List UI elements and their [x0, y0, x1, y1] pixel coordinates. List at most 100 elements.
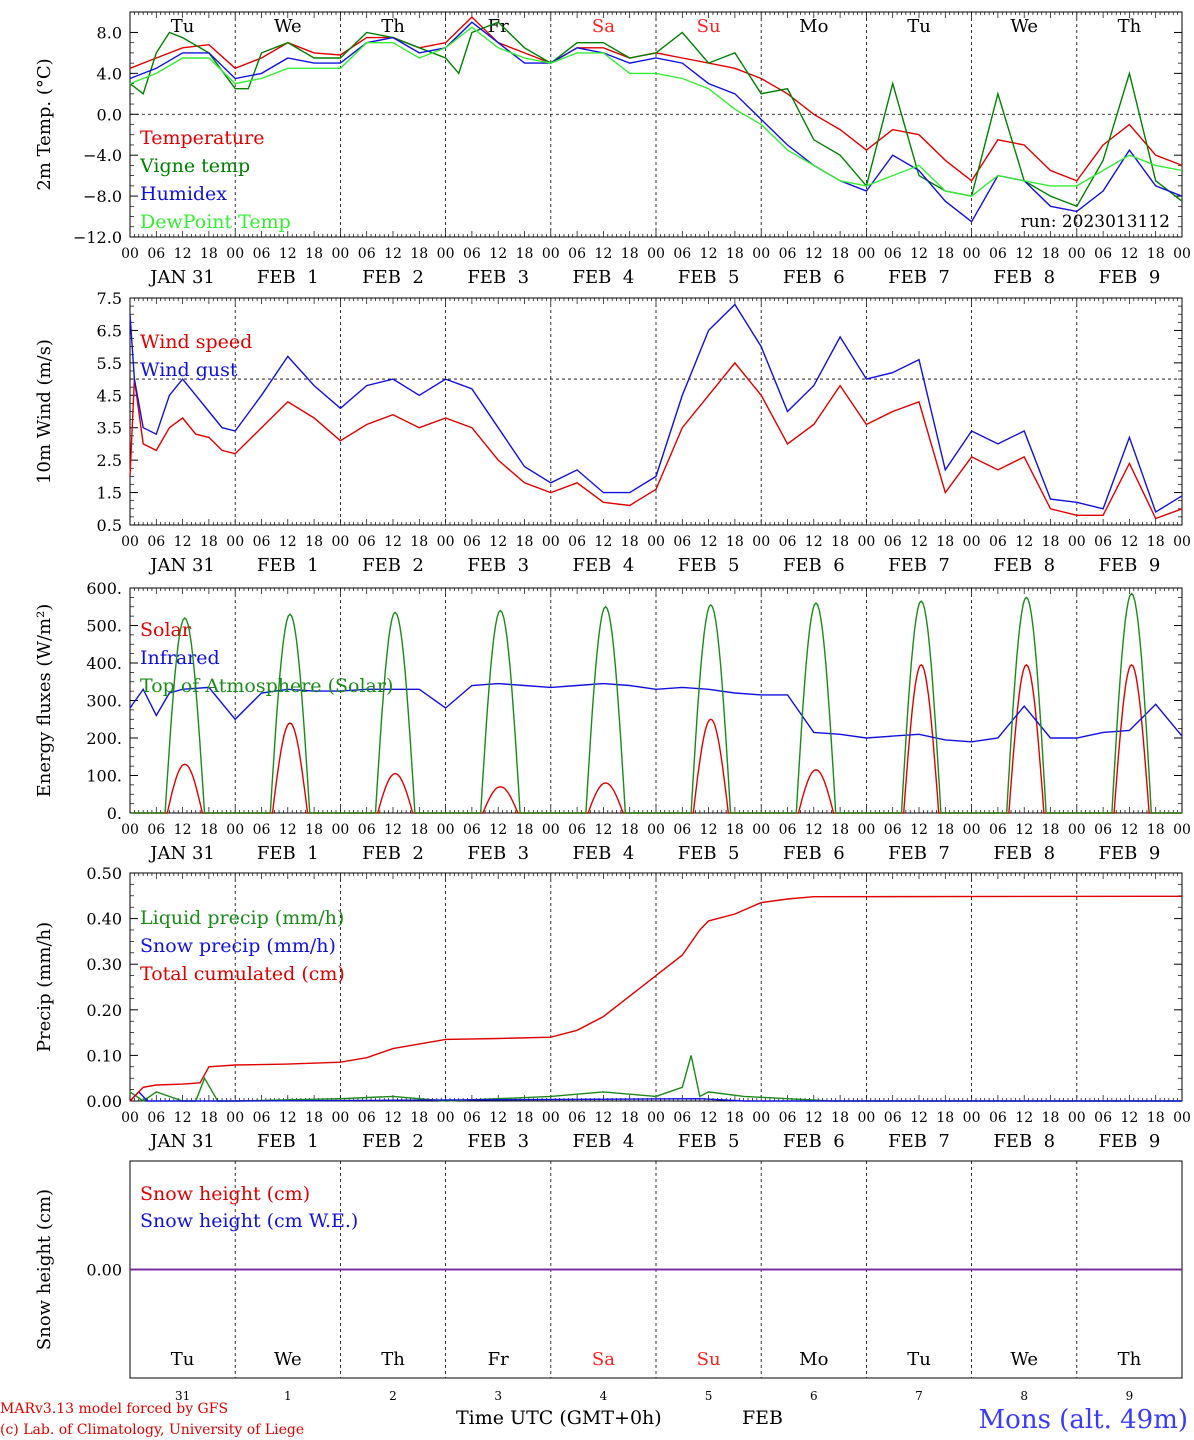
- hour-label: 06: [358, 1110, 376, 1126]
- series-line: [129, 895, 1183, 1102]
- hour-label: 00: [857, 1110, 875, 1126]
- date-label: FEB 7: [888, 267, 950, 288]
- hour-label: 12: [489, 1110, 507, 1126]
- hour-label: 00: [542, 534, 560, 550]
- date-label: FEB 9: [1099, 843, 1161, 864]
- date-label: FEB 4: [573, 1131, 635, 1152]
- hour-label: 18: [621, 534, 639, 550]
- day-number: 8: [1020, 1389, 1028, 1403]
- hour-label: 06: [884, 534, 902, 550]
- legend-entry: Total cumulated (cm): [140, 963, 345, 985]
- run-label: run: 2023013112: [1021, 212, 1170, 232]
- hour-label: 06: [147, 1110, 165, 1126]
- hour-label: 00: [1173, 246, 1191, 262]
- y-axis-label: 2m Temp. (°C): [34, 58, 55, 190]
- legend-entry: Snow height (cm W.E.): [140, 1210, 358, 1232]
- hour-label: 18: [200, 246, 218, 262]
- hour-label: 18: [200, 534, 218, 550]
- series-line: [132, 592, 1182, 814]
- date-label: FEB 1: [257, 555, 319, 576]
- panel-wind: 7.5 6.5 5.5 4.5 3.5 2.5 1.5 0.5 10m Wind (m/s) Wi…: [34, 289, 1191, 576]
- hour-label: 06: [253, 822, 271, 838]
- weekday-label: Tu: [907, 1349, 931, 1370]
- weekday-label: Su: [697, 16, 721, 37]
- hour-label: 06: [568, 534, 586, 550]
- date-label: FEB 5: [678, 843, 740, 864]
- hour-label: 00: [963, 1110, 981, 1126]
- hour-label: 06: [147, 246, 165, 262]
- hour-label: 18: [831, 1110, 849, 1126]
- hour-label: 18: [1147, 246, 1165, 262]
- y-axis-label: Snow height (cm): [34, 1189, 55, 1350]
- date-label: FEB 9: [1099, 555, 1161, 576]
- hour-label: 00: [121, 822, 139, 838]
- hour-label: 06: [463, 534, 481, 550]
- hour-label: 00: [752, 534, 770, 550]
- legend-entry: Wind speed: [140, 331, 252, 353]
- hour-label: 06: [463, 246, 481, 262]
- weekday-label: Tu: [171, 1349, 195, 1370]
- hour-label: 18: [936, 1110, 954, 1126]
- date-label: FEB 9: [1099, 1131, 1161, 1152]
- series-line: [129, 21, 1183, 208]
- hour-label: 18: [831, 534, 849, 550]
- hour-label: 18: [936, 822, 954, 838]
- hour-label: 00: [647, 534, 665, 550]
- hour-label: 00: [331, 1110, 349, 1126]
- hour-label: 12: [594, 822, 612, 838]
- credit-line-1: MARv3.13 model forced by GFS: [0, 1401, 228, 1417]
- hour-label: 00: [542, 246, 560, 262]
- date-label: FEB 5: [678, 555, 740, 576]
- hour-label: 06: [779, 534, 797, 550]
- hour-label: 00: [1068, 1110, 1086, 1126]
- meteogram-panels: 8.0 4.0 0.0 −4.0 −8.0 −12.0 2m Temp. (°C) Tu We T…: [34, 11, 1191, 1403]
- hour-label: 06: [884, 1110, 902, 1126]
- hour-label: 00: [1068, 246, 1086, 262]
- hour-label: 06: [779, 822, 797, 838]
- y-tick-label: −12.0: [73, 228, 122, 247]
- hour-label: 12: [279, 246, 297, 262]
- hour-label: 18: [516, 822, 534, 838]
- date-label: FEB 8: [993, 267, 1055, 288]
- hour-label: 06: [779, 1110, 797, 1126]
- day-number: 2: [389, 1389, 397, 1403]
- hour-label: 06: [1094, 822, 1112, 838]
- hour-label: 12: [489, 246, 507, 262]
- hour-label: 18: [621, 1110, 639, 1126]
- hour-label: 00: [963, 534, 981, 550]
- hour-label: 06: [884, 822, 902, 838]
- hour-label: 12: [1015, 534, 1033, 550]
- y-tick-label: −8.0: [83, 187, 122, 206]
- date-label: FEB 5: [678, 1131, 740, 1152]
- hour-label: 00: [331, 246, 349, 262]
- weekday-label: Sa: [592, 16, 615, 37]
- hour-label: 00: [647, 1110, 665, 1126]
- panel-energy: 600. 500. 400. 300. 200. 100. 0. Energy fluxes …: [34, 579, 1191, 864]
- hour-label: 18: [936, 534, 954, 550]
- y-tick-label: 400.: [86, 654, 122, 673]
- hour-label: 12: [279, 1110, 297, 1126]
- date-label: FEB 5: [678, 267, 740, 288]
- date-label: FEB 4: [573, 267, 635, 288]
- day-number: 4: [600, 1389, 608, 1403]
- hour-label: 12: [805, 246, 823, 262]
- weekday-label: Fr: [488, 16, 509, 37]
- date-label: FEB 1: [257, 267, 319, 288]
- legend-entry: Snow height (cm): [140, 1183, 310, 1205]
- hour-label: 06: [989, 1110, 1007, 1126]
- hour-label: 12: [384, 1110, 402, 1126]
- date-label: JAN 31: [148, 1131, 215, 1152]
- meteogram-footer: MARv3.13 model forced by GFS (c) Lab. of…: [0, 1401, 1188, 1438]
- panel-precip: 0.50 0.40 0.30 0.20 0.10 0.00 Precip (mm/h) Liq…: [34, 864, 1191, 1152]
- hour-label: 18: [1042, 822, 1060, 838]
- hour-label: 00: [1068, 534, 1086, 550]
- month-label: FEB: [742, 1407, 783, 1429]
- hour-label: 00: [752, 1110, 770, 1126]
- weekday-label: Th: [1118, 1349, 1142, 1370]
- y-tick-label: 3.5: [97, 419, 122, 438]
- y-tick-label: 0.50: [86, 864, 122, 883]
- plot-frame: [129, 587, 1183, 814]
- date-label: FEB 1: [257, 843, 319, 864]
- hour-label: 18: [516, 1110, 534, 1126]
